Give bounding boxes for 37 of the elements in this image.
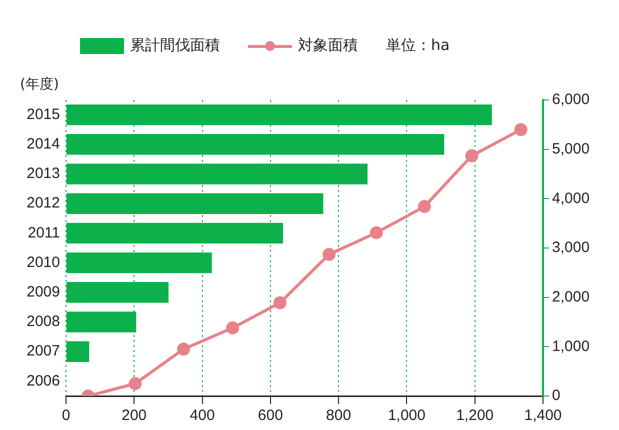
text: 単位：ha [386, 36, 450, 55]
y-tick-label: 0 [552, 387, 560, 404]
point [177, 342, 190, 356]
y-axis-title: (年度) [20, 76, 59, 93]
point [465, 149, 478, 162]
x-tick-label: 1,000 [388, 407, 426, 424]
point [514, 123, 528, 136]
x-tick-label: 800 [326, 407, 352, 424]
x-tick-label: 1,200 [456, 407, 494, 424]
y-tick-label: 2012 [26, 194, 60, 212]
point [226, 321, 240, 334]
y-tick-label: 1,000 [552, 338, 590, 355]
point [128, 377, 142, 390]
y-tick-label: 2010 [26, 254, 60, 271]
x-tick-label: 1,400 [524, 407, 562, 424]
point [370, 226, 383, 240]
y-tick-label: 2,000 [552, 288, 590, 306]
x-tick-label: 400 [190, 407, 215, 424]
point [322, 248, 336, 261]
y-tick-label: 2015 [26, 106, 60, 123]
y-tick-label: 2009 [26, 284, 60, 301]
legend-label: 累計間伐面積 [130, 36, 220, 55]
y-tick-label: 3,000 [552, 239, 590, 256]
y-tick-label: 2008 [26, 313, 60, 330]
legend-label: 対象面積 [298, 36, 358, 55]
point [273, 296, 286, 310]
x-tick-label: 600 [258, 407, 283, 424]
y-tick-label: 2006 [26, 372, 60, 390]
y-tick-label: 2013 [26, 165, 60, 182]
y-tick-label: 2014 [26, 136, 60, 153]
y-tick-label: 6,000 [552, 91, 590, 108]
y-tick-label: 5,000 [552, 140, 590, 158]
y-tick-label: 2011 [28, 224, 60, 242]
x-tick-label: 200 [122, 407, 147, 424]
y-tick-label: 4,000 [552, 190, 590, 207]
point [418, 200, 431, 214]
y-tick-label: 2007 [26, 342, 60, 360]
